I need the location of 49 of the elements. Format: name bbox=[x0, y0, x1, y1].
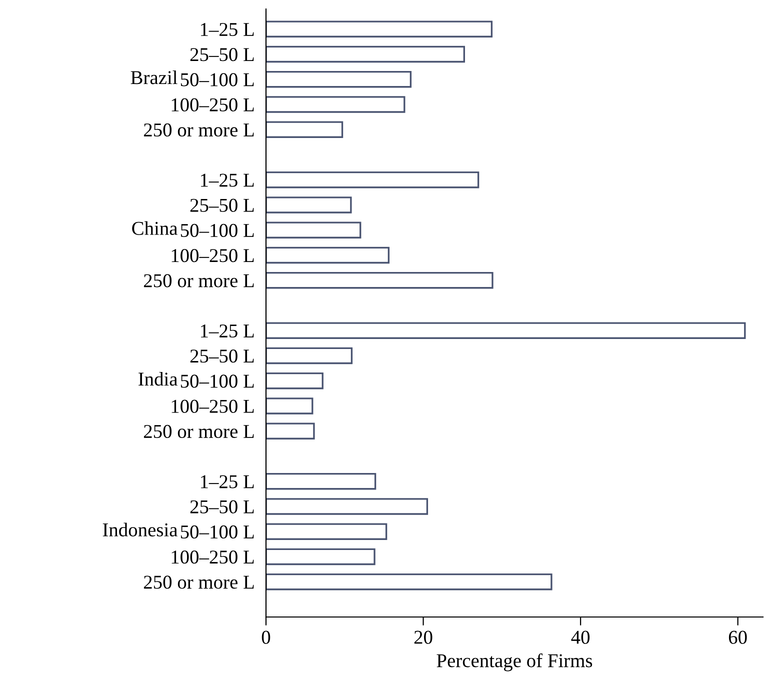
y-tick-label: 1–25 L bbox=[200, 22, 254, 36]
y-tick-label: 50–100 L bbox=[180, 73, 254, 86]
text: Brazil bbox=[130, 70, 178, 84]
y-tick-label: 250 or more L bbox=[144, 274, 254, 288]
y-tick-label: 1–25 L bbox=[200, 324, 254, 338]
bar bbox=[266, 372, 324, 390]
bar bbox=[266, 70, 412, 88]
x-tick-label: 60 bbox=[728, 630, 747, 644]
y-tick-label: 250 or more L bbox=[144, 424, 254, 438]
y-tick-label: 50–100 L bbox=[180, 374, 254, 388]
x-tick-label: 40 bbox=[571, 630, 590, 644]
text: China bbox=[132, 221, 178, 235]
y-tick-label: 25–50 L bbox=[190, 500, 254, 514]
text: Indonesia bbox=[102, 522, 178, 536]
y-tick-label: 50–100 L bbox=[180, 224, 254, 238]
bar bbox=[266, 121, 344, 138]
bar bbox=[266, 272, 494, 289]
y-tick-label: 25–50 L bbox=[190, 198, 254, 212]
y-tick-label: 1–25 L bbox=[200, 174, 254, 187]
bar bbox=[266, 422, 315, 440]
y-tick-label: 25–50 L bbox=[190, 350, 254, 363]
bar bbox=[266, 498, 428, 515]
y-tick-label: 25–50 L bbox=[190, 48, 254, 62]
bar bbox=[266, 46, 466, 63]
y-tick-label: 100–250 L bbox=[172, 249, 254, 262]
bar bbox=[266, 398, 314, 414]
y-tick-label: 1–25 L bbox=[200, 475, 254, 488]
bar bbox=[266, 171, 480, 188]
y-tick-label: 100–250 L bbox=[172, 98, 254, 112]
text: India bbox=[138, 372, 178, 386]
bar bbox=[266, 548, 376, 566]
bar bbox=[266, 347, 353, 364]
y-tick-label: 50–100 L bbox=[180, 525, 254, 539]
bar bbox=[266, 196, 352, 214]
bar bbox=[266, 573, 552, 590]
bar bbox=[266, 246, 390, 264]
x-tick-label: 0 bbox=[262, 630, 270, 644]
bar bbox=[266, 222, 362, 238]
x-tick-label: 20 bbox=[414, 630, 432, 644]
bar bbox=[266, 322, 746, 339]
y-tick-label: 100–250 L bbox=[172, 550, 254, 564]
y-tick-label: 250 or more L bbox=[144, 576, 254, 589]
y-tick-label: 250 or more L bbox=[144, 123, 254, 137]
x-axis-title: Percentage of Firms bbox=[436, 653, 592, 672]
bar bbox=[266, 96, 406, 113]
y-tick-label: 100–250 L bbox=[172, 400, 254, 413]
bar bbox=[266, 472, 376, 490]
bar bbox=[266, 523, 388, 540]
bar bbox=[266, 20, 493, 38]
